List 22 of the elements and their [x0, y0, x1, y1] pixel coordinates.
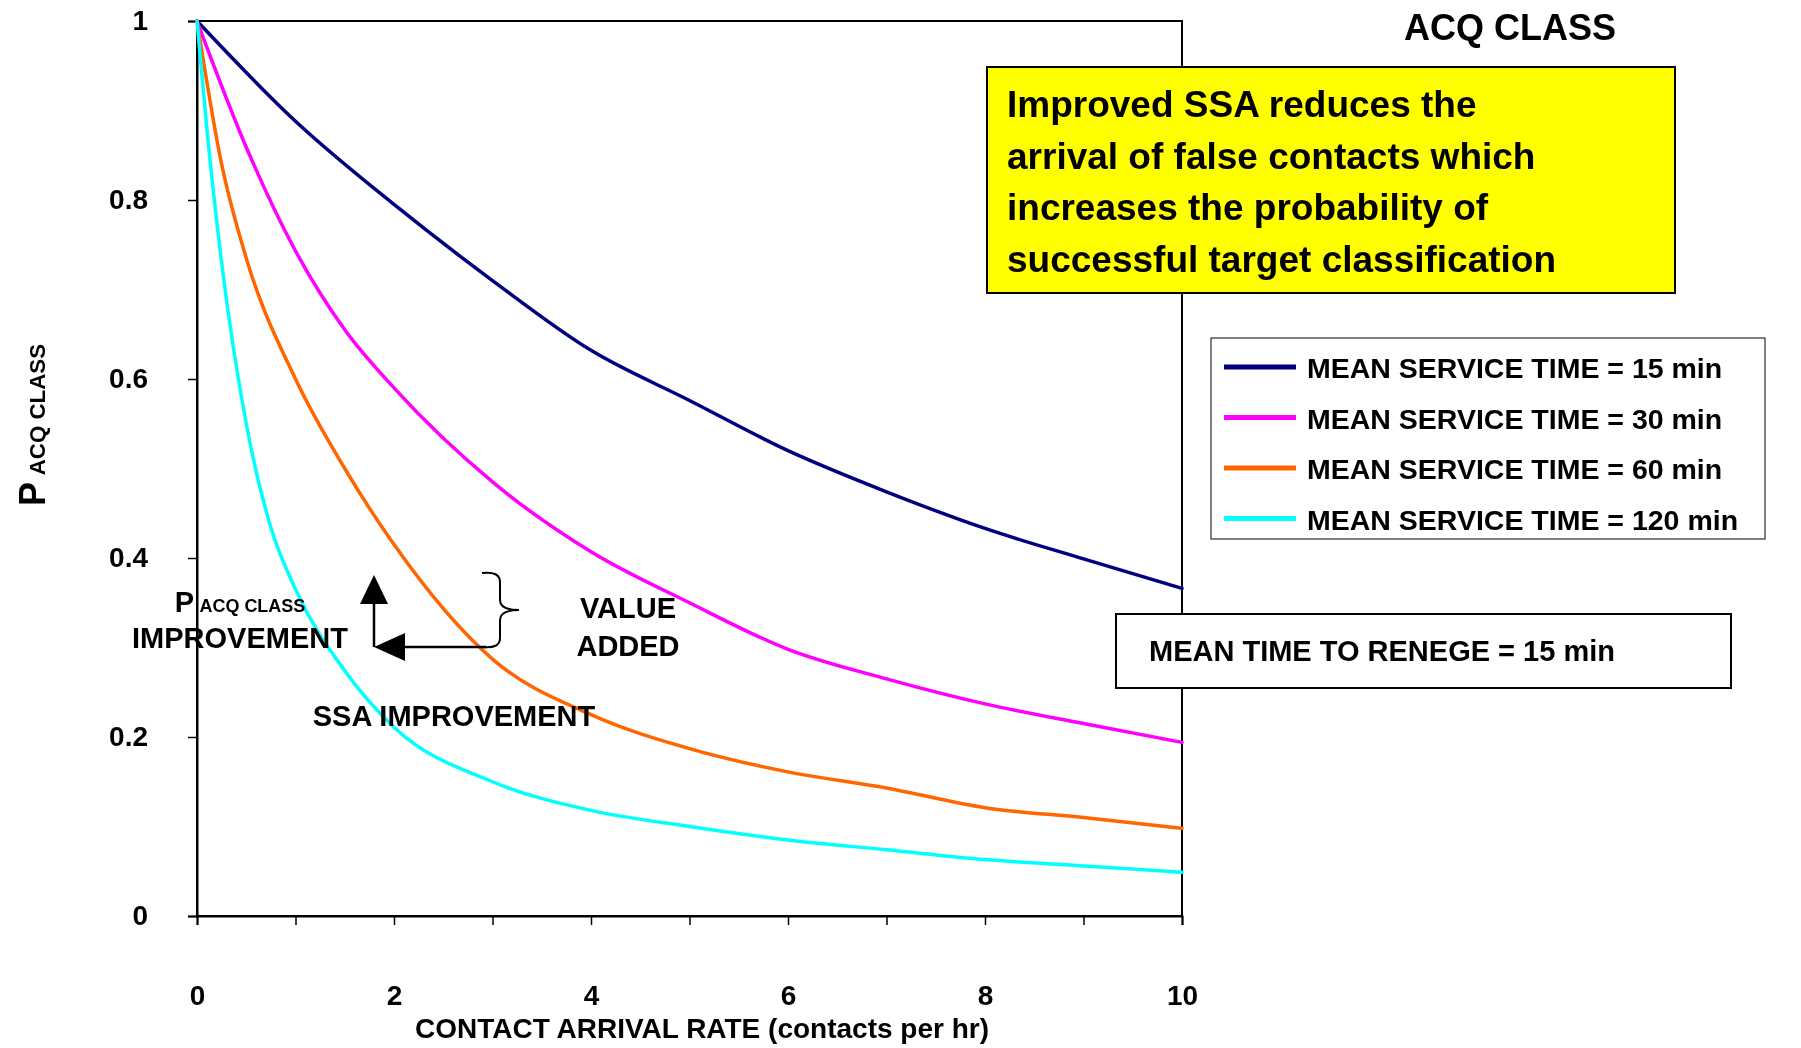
annotation: VALUE ADDED [576, 592, 680, 662]
y-tick-label: 1 [132, 5, 148, 37]
legend-label: MEAN SERVICE TIME = 120 min [1307, 503, 1739, 536]
x-tick-label: 2 [386, 979, 403, 1011]
y-tick-label: 0.6 [109, 363, 148, 395]
legend-label: MEAN SERVICE TIME = 60 min [1307, 453, 1723, 485]
y-tick-label: 0 [132, 900, 148, 932]
y-tick-label: 0.8 [109, 184, 148, 216]
y-tick-label: 0.4 [109, 542, 149, 574]
x-tick-label: 0 [189, 979, 206, 1011]
y-axis-title: PACQ CLASS [12, 343, 53, 507]
text: ACQ CLASS [1403, 7, 1617, 48]
legend-label: MEAN SERVICE TIME = 15 min [1307, 352, 1723, 384]
x-tick-label: 6 [780, 979, 797, 1011]
legend-label: MEAN SERVICE TIME = 30 min [1307, 402, 1723, 435]
x-tick-label: 10 [1166, 979, 1199, 1011]
x-tick-label: 4 [583, 979, 600, 1011]
annotation: MEAN TIME TO RENEGE = 15 min [1149, 635, 1615, 667]
x-tick-label: 8 [977, 979, 994, 1011]
x-axis-title: CONTACT ARRIVAL RATE (contacts per hr) [414, 1013, 990, 1044]
y-tick-label: 0.2 [109, 721, 148, 753]
annotation: Improved SSA reduces the arrival of false contacts which increases the probability of successful target classification [1007, 84, 1557, 280]
